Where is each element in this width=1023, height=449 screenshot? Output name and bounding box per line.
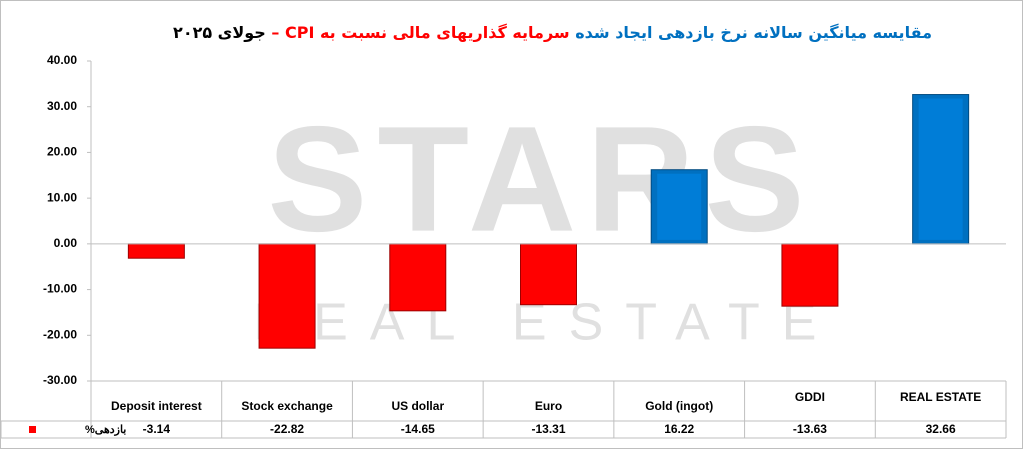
data-table-value: -3.14 (143, 422, 171, 436)
data-table-value: 16.22 (664, 422, 694, 436)
watermark: STARS (267, 95, 814, 263)
legend-key (29, 426, 36, 433)
bar-face (526, 247, 571, 301)
bar-face (657, 173, 702, 240)
bar-face (265, 247, 310, 345)
data-table-value: 32.66 (926, 422, 956, 436)
y-tick-label: 40.00 (47, 53, 77, 67)
title-part: مقایسه میانگین سالانه نرخ بازدهی ایجاد ش… (575, 23, 932, 42)
bar-face (918, 98, 963, 240)
legend-label: بازدهی% (85, 424, 126, 436)
x-tick-label: Euro (535, 399, 562, 413)
x-tick-label: Stock exchange (241, 399, 333, 413)
data-table-value: -14.65 (401, 422, 435, 436)
data-table-value: -13.63 (793, 422, 827, 436)
y-tick-label: -20.00 (43, 327, 77, 341)
chart-title: مقایسه میانگین سالانه نرخ بازدهی ایجاد ش… (173, 23, 932, 42)
x-tick-label: GDDI (795, 390, 825, 404)
y-tick-label: 0.00 (54, 236, 78, 250)
x-tick-label: Gold (ingot) (645, 399, 713, 413)
x-tick-label: REAL ESTATE (900, 390, 981, 404)
x-tick-label: US dollar (391, 399, 444, 413)
title-part: سرمایه گذاریهای مالی نسبت به CPI – (271, 23, 570, 42)
x-tick-label: Deposit interest (111, 399, 202, 413)
y-tick-label: 10.00 (47, 190, 77, 204)
data-table-value: -22.82 (270, 422, 304, 436)
bar-face (134, 247, 179, 255)
bar-face (787, 247, 832, 303)
y-tick-label: 20.00 (47, 145, 77, 159)
y-tick-label: -10.00 (43, 282, 77, 296)
y-tick-label: -30.00 (43, 373, 77, 387)
bar-face (395, 247, 440, 307)
data-table-value: -13.31 (531, 422, 565, 436)
y-tick-label: 30.00 (47, 99, 77, 113)
title-part: جولای ۲۰۲۵ (173, 23, 266, 42)
